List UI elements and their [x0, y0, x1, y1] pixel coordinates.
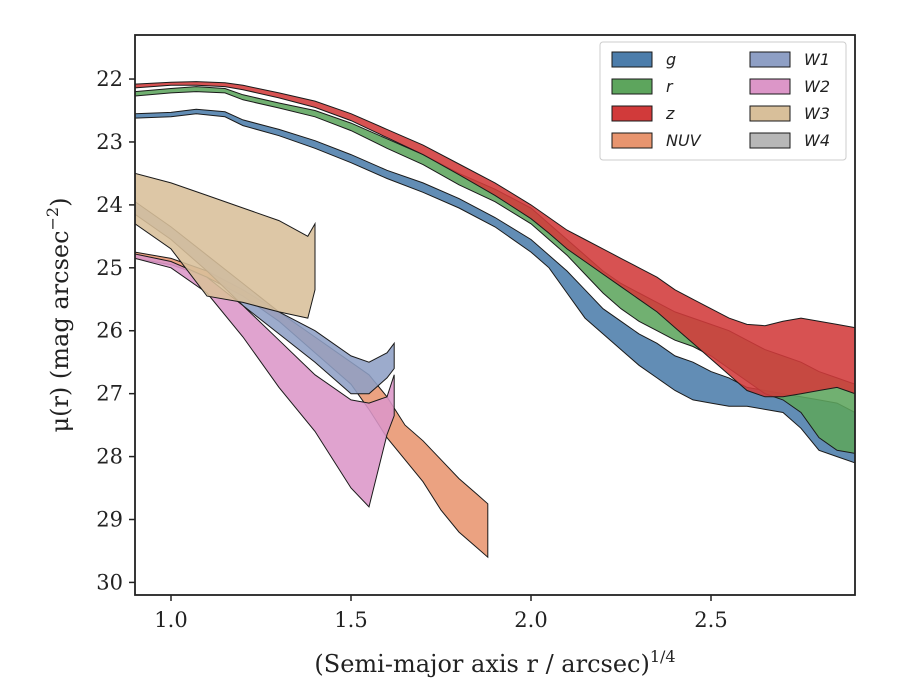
- legend-label-w2: W2: [804, 77, 830, 96]
- x-tick-label: 1.0: [154, 608, 187, 632]
- y-tick-label: 25: [96, 256, 123, 280]
- y-tick-label: 27: [96, 382, 123, 406]
- legend-swatch-nuv: [611, 132, 653, 149]
- x-tick-label: 2.0: [514, 608, 547, 632]
- x-tick-label: 2.5: [694, 608, 727, 632]
- legend-label-g: g: [666, 50, 676, 69]
- x-axis-label: (Semi-major axis r / arcsec)1/4: [314, 647, 675, 678]
- legend-label-w1: W1: [804, 50, 830, 69]
- legend-label-z: z: [665, 104, 675, 123]
- band-g: [135, 108, 855, 464]
- x-axis: 1.0 1.5 2.0 2.5: [154, 595, 728, 632]
- legend-swatch-r: [611, 78, 653, 95]
- y-tick-label: 26: [96, 319, 123, 343]
- plot-frame: [134, 34, 856, 596]
- legend-swatch-w4: [749, 132, 791, 149]
- legend-label-w4: W4: [804, 131, 830, 150]
- legend-swatch-w1: [749, 51, 791, 68]
- legend-swatch-z: [611, 105, 653, 122]
- legend-box: [599, 41, 847, 161]
- x-tick-label: 1.5: [334, 608, 367, 632]
- profile-bands: [135, 81, 855, 559]
- y-tick-label: 24: [96, 193, 123, 217]
- y-tick-label: 30: [96, 570, 123, 594]
- y-tick-label: 22: [96, 67, 123, 91]
- band-w3: [135, 172, 316, 319]
- y-axis-label: μ(r) (mag arcsec−2): [43, 198, 74, 433]
- y-axis: 22 23 24 25 26 27 28 29 30: [96, 67, 135, 594]
- legend-swatch-w3: [749, 105, 791, 122]
- legend-label-w3: W3: [804, 104, 830, 123]
- y-tick-label: 29: [96, 507, 123, 531]
- legend-swatch-g: [611, 51, 653, 68]
- legend: grz NUV W1 W2 W3 W4: [599, 41, 847, 161]
- band-w2: [135, 253, 395, 508]
- y-tick-label: 28: [96, 445, 123, 469]
- y-tick-label: 23: [96, 130, 123, 154]
- legend-swatch-w2: [749, 78, 791, 95]
- legend-label-r: r: [666, 77, 674, 96]
- band-z: [135, 81, 855, 398]
- legend-label-nuv: NUV: [666, 131, 702, 150]
